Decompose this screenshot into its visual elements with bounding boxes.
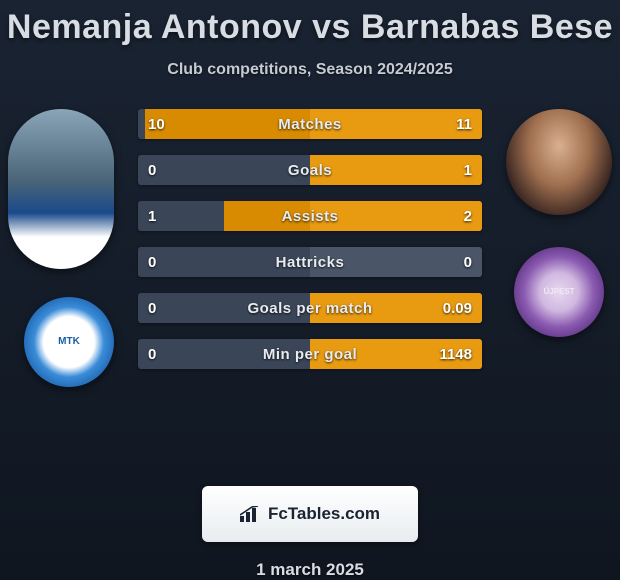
stat-row: 1 Assists 2: [138, 201, 482, 231]
stat-value-right: 0.09: [443, 300, 472, 317]
club-crest-right: ÚJPEST: [514, 247, 604, 337]
player-right-avatar: [506, 109, 612, 215]
stat-value-right: 0: [464, 254, 472, 271]
stat-label: Assists: [138, 208, 482, 225]
stat-label: Hattricks: [138, 254, 482, 271]
stat-label: Goals per match: [138, 300, 482, 317]
stat-value-right: 1148: [439, 346, 472, 363]
page-title: Nemanja Antonov vs Barnabas Bese: [7, 8, 613, 47]
comparison-panel: MTK ÚJPEST 10 Matches 11 0 Goals 1 1 Ass…: [0, 109, 620, 196]
stat-row: 0 Hattricks 0: [138, 247, 482, 277]
stat-row: 0 Goals 1: [138, 155, 482, 185]
stat-label: Matches: [138, 116, 482, 133]
stat-bars: 10 Matches 11 0 Goals 1 1 Assists 2 0 Ha…: [138, 109, 482, 369]
stat-value-right: 1: [464, 162, 472, 179]
bar-chart-icon: [240, 506, 262, 522]
stat-row: 0 Min per goal 1148: [138, 339, 482, 369]
stat-value-right: 2: [464, 208, 472, 225]
club-crest-right-label: ÚJPEST: [543, 288, 574, 296]
club-crest-left-label: MTK: [58, 337, 80, 347]
fctables-logo-text: FcTables.com: [268, 504, 380, 524]
stat-row: 0 Goals per match 0.09: [138, 293, 482, 323]
stat-label: Goals: [138, 162, 482, 179]
stat-value-right: 11: [456, 116, 472, 133]
fctables-logo: FcTables.com: [202, 486, 418, 542]
club-crest-left: MTK: [24, 297, 114, 387]
player-left-avatar: [8, 109, 114, 269]
subtitle: Club competitions, Season 2024/2025: [167, 61, 452, 79]
date-label: 1 march 2025: [256, 560, 364, 580]
stat-row: 10 Matches 11: [138, 109, 482, 139]
stat-label: Min per goal: [138, 346, 482, 363]
